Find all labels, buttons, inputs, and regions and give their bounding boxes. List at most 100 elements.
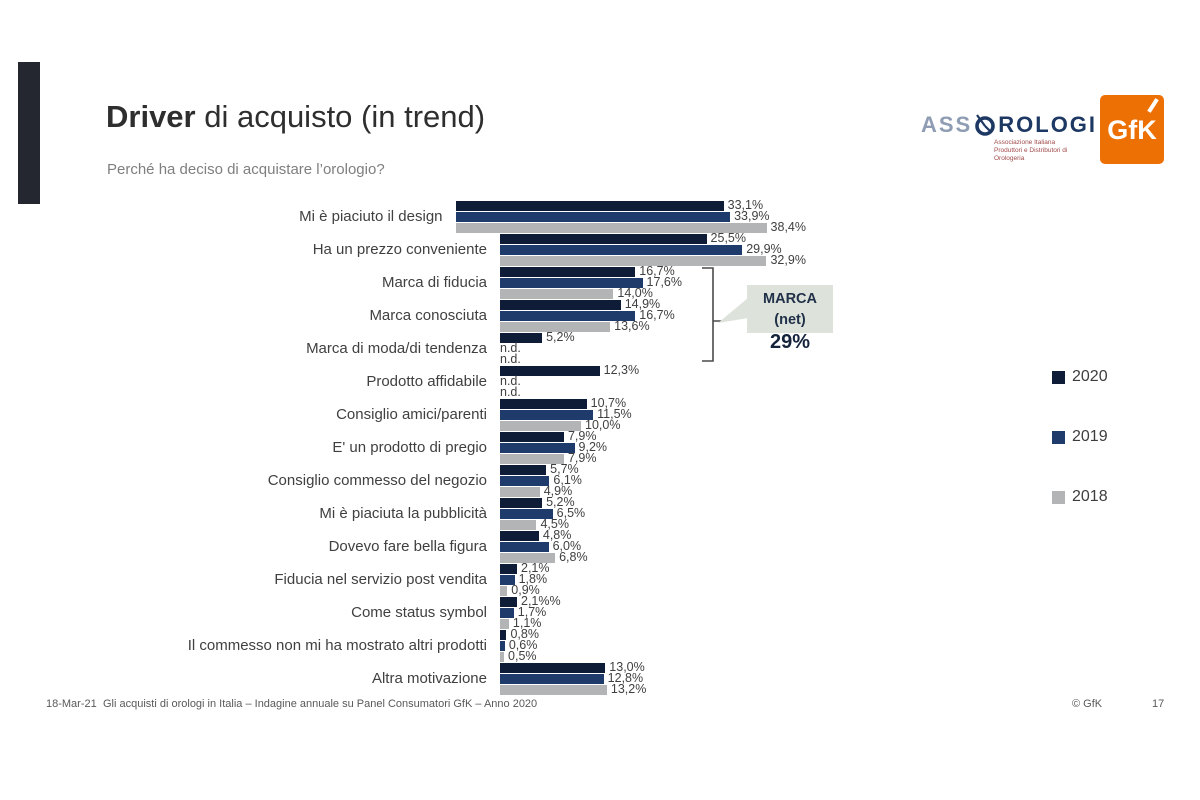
assorologi-text-rologi: ROLOGI xyxy=(998,112,1098,137)
category-bars: 14,9% 16,7% 13,6% xyxy=(500,297,806,332)
bar-value-label: 29,9% xyxy=(746,242,782,257)
category-label: Come status symbol xyxy=(351,604,487,621)
bar-2018 xyxy=(500,684,607,695)
legend-swatch-icon xyxy=(1052,490,1065,504)
bar-line-2019: 1,7% xyxy=(500,605,806,620)
chart-row: Marca di moda/di tendenza 5,2% n.d. n.d. xyxy=(46,330,806,365)
category-label: Prodotto affidabile xyxy=(366,373,487,390)
bar-line-2018: 1,1% xyxy=(500,617,806,629)
chart-row: Mi è piaciuta la pubblicità 5,2% 6,5% 4,5% xyxy=(46,496,806,532)
bar-line-2019: n.d. xyxy=(500,375,806,387)
category-bars: 12,3% n.d. n.d. xyxy=(500,364,806,400)
bar-value-label: 2,1%% xyxy=(521,594,561,609)
bar-value-label: 2,1% xyxy=(521,561,550,576)
bar-value-label: 4,8% xyxy=(542,528,572,543)
legend-swatch-icon xyxy=(1052,370,1065,384)
chart-row: Dovevo fare bella figura 4,8% 6,0% 6,8% xyxy=(46,528,806,563)
category-label: Marca di fiducia xyxy=(381,274,487,291)
chart-row: Marca conosciuta 14,9% 16,7% 13,6% xyxy=(46,297,806,332)
chart-row: Prodotto affidabile 12,3% n.d. n.d. xyxy=(46,364,806,400)
bar-line-2019: 17,6% xyxy=(500,276,806,288)
category-bars: 4,8% 6,0% 6,8% xyxy=(500,528,806,563)
bar-chart: Mi è piaciuto il design 33,1% 33,9% 38,4% Ha… xyxy=(46,199,806,697)
gfk-accent-mark xyxy=(1147,98,1159,113)
bar-line-2020: 10,7% xyxy=(500,396,806,411)
footer-date: 18-Mar-21 xyxy=(46,698,97,710)
bar-2019 xyxy=(500,244,743,255)
left-accent-bar xyxy=(18,62,40,204)
bar-value-label: 12,8% xyxy=(607,671,644,686)
bar-line-2018: n.d. xyxy=(500,353,806,365)
category-bars: 5,2% n.d. n.d. xyxy=(500,330,806,365)
bar-line-2018: 38,4% xyxy=(455,220,806,235)
category-label: Marca conosciuta xyxy=(369,307,487,324)
page-title-bold: Driver xyxy=(106,99,196,134)
bar-line-2020: 5,7% xyxy=(500,462,806,477)
assorologi-logo: ASS ROLOGI Associazione Italiana Produtt… xyxy=(921,113,1101,163)
bar-line-2018: 13,2% xyxy=(500,682,806,697)
bar-value-label: 25,5% xyxy=(710,231,746,246)
bar-value-label: 7,9% xyxy=(567,451,597,466)
bar-line-2019: 9,2% xyxy=(500,440,806,455)
marca-net-title: MARCA xyxy=(763,291,817,307)
category-label: Il commesso non mi ha mostrato altri pro… xyxy=(187,637,487,654)
bar-2018 xyxy=(455,222,767,233)
bar-value-label: 5,7% xyxy=(550,462,579,477)
bar-line-2018: 10,0% xyxy=(500,419,806,431)
bar-2019 xyxy=(500,640,505,651)
bar-2020 xyxy=(455,200,724,211)
bar-value-label: 9,2% xyxy=(578,440,608,455)
bar-value-label: 1,8% xyxy=(518,572,548,587)
bar-value-label: 38,4% xyxy=(770,220,806,235)
bar-2018 xyxy=(500,651,505,662)
bar-value-label: 0,8% xyxy=(510,627,539,642)
page-title-rest: di acquisto (in trend) xyxy=(195,99,486,134)
chart-row: Il commesso non mi ha mostrato altri pro… xyxy=(46,627,806,662)
bar-2018 xyxy=(500,552,556,563)
bar-line-2019: n.d. xyxy=(500,342,806,354)
bar-value-label: 10,7% xyxy=(590,396,627,411)
bar-value-label: 14,9% xyxy=(624,297,661,312)
bar-line-2020: 2,1% xyxy=(500,561,806,576)
category-label: Fiducia nel servizio post vendita xyxy=(274,571,487,588)
chart-row: E' un prodotto di pregio 7,9% 9,2% 7,9% xyxy=(46,429,806,466)
bar-line-2018: 6,8% xyxy=(500,551,806,563)
category-bars: 13,0% 12,8% 13,2% xyxy=(500,661,806,697)
bar-line-2018: 14,0% xyxy=(500,286,806,301)
bar-value-label: 6,1% xyxy=(553,473,582,488)
bar-value-label: n.d. xyxy=(500,385,521,400)
legend-item-2019: 2019 xyxy=(1052,427,1108,447)
bar-line-2019: 6,1% xyxy=(500,473,806,488)
chart-row: Ha un prezzo conveniente 25,5% 29,9% 32,9% xyxy=(46,231,806,268)
category-label: Ha un prezzo conveniente xyxy=(312,241,487,258)
legend-label: 2020 xyxy=(1072,368,1108,385)
bar-value-label: 13,2% xyxy=(610,682,647,697)
legend-label: 2019 xyxy=(1072,428,1108,445)
bar-line-2020: 12,3% xyxy=(500,364,806,376)
bar-line-2020: 16,7% xyxy=(500,265,806,277)
category-bars: 7,9% 9,2% 7,9% xyxy=(500,429,806,466)
bar-2019 xyxy=(500,673,604,684)
bar-value-label: 32,9% xyxy=(770,253,806,268)
footer-copyright: © GfK xyxy=(1072,698,1103,710)
category-label: E' un prodotto di pregio xyxy=(332,439,487,456)
marca-net-subtitle: (net) xyxy=(774,312,806,328)
bar-line-2019: 29,9% xyxy=(500,242,806,257)
bar-2019 xyxy=(500,442,575,453)
category-label: Mi è piaciuta la pubblicità xyxy=(319,505,487,522)
chart-question-subtitle: Perché ha deciso di acquistare l’orologi… xyxy=(107,161,385,178)
bar-value-label: 4,5% xyxy=(540,517,569,532)
bar-value-label: 14,0% xyxy=(617,286,653,301)
bar-2019 xyxy=(500,607,514,618)
bar-value-label: 1,7% xyxy=(517,605,547,620)
category-label: Marca di moda/di tendenza xyxy=(306,340,487,357)
bar-2019 xyxy=(500,574,515,585)
bar-2020 xyxy=(500,266,636,277)
bar-2020 xyxy=(500,398,587,409)
bar-value-label: 7,9% xyxy=(567,429,597,444)
category-label: Altra motivazione xyxy=(371,670,487,687)
bar-value-label: 5,2% xyxy=(546,330,575,345)
bar-line-2019: 1,8% xyxy=(500,572,806,587)
bar-line-2019: 6,5% xyxy=(500,507,806,519)
category-label: Mi è piaciuto il design xyxy=(299,208,443,225)
